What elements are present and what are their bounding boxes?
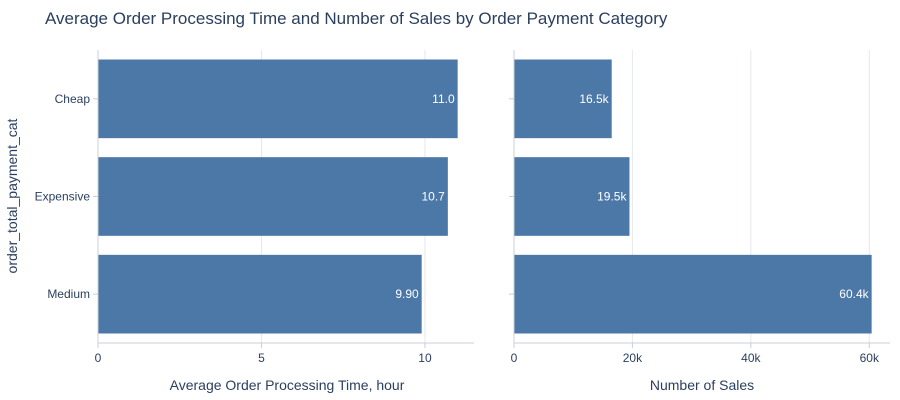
left-x-axis-title: Average Order Processing Time, hour <box>170 377 405 393</box>
chart-title: Average Order Processing Time and Number… <box>45 9 668 28</box>
right-bar-value-label: 60.4k <box>839 287 869 301</box>
left-bar-medium[interactable] <box>98 254 422 334</box>
right-bar-medium[interactable] <box>514 254 872 334</box>
left-bar-expensive[interactable] <box>98 157 448 236</box>
left-panel-processing-time: 11.0 Cheap 10.7 Expensive 9.90 Medium 0 5 10 <box>35 50 474 365</box>
right-x-tick-label: 60k <box>860 351 880 365</box>
right-bar-cheap[interactable] <box>514 59 612 139</box>
y-tick-label: Medium <box>47 287 90 301</box>
right-bar-expensive[interactable] <box>514 157 630 236</box>
left-bar-value-label: 11.0 <box>432 92 455 106</box>
right-x-axis-title: Number of Sales <box>650 377 754 393</box>
left-bar-cheap[interactable] <box>98 59 458 139</box>
left-bar-value-label: 9.90 <box>395 287 419 301</box>
left-x-tick-label: 5 <box>258 351 265 365</box>
right-bar-value-label: 16.5k <box>579 92 609 106</box>
right-x-tick-label: 20k <box>623 351 643 365</box>
y-tick-label: Expensive <box>35 190 91 204</box>
right-bar-value-label: 19.5k <box>597 190 627 204</box>
right-panel-number-of-sales: 16.5k 19.5k 60.4k 0 20k 40k 60k <box>509 50 890 365</box>
right-x-tick-label: 0 <box>511 351 518 365</box>
left-bar-value-label: 10.7 <box>421 190 445 204</box>
left-x-tick-label: 10 <box>418 351 432 365</box>
y-axis-title: order_total_payment_cat <box>4 118 20 273</box>
right-x-tick-label: 40k <box>741 351 761 365</box>
left-x-tick-label: 0 <box>95 351 102 365</box>
y-tick-label: Cheap <box>55 92 91 106</box>
